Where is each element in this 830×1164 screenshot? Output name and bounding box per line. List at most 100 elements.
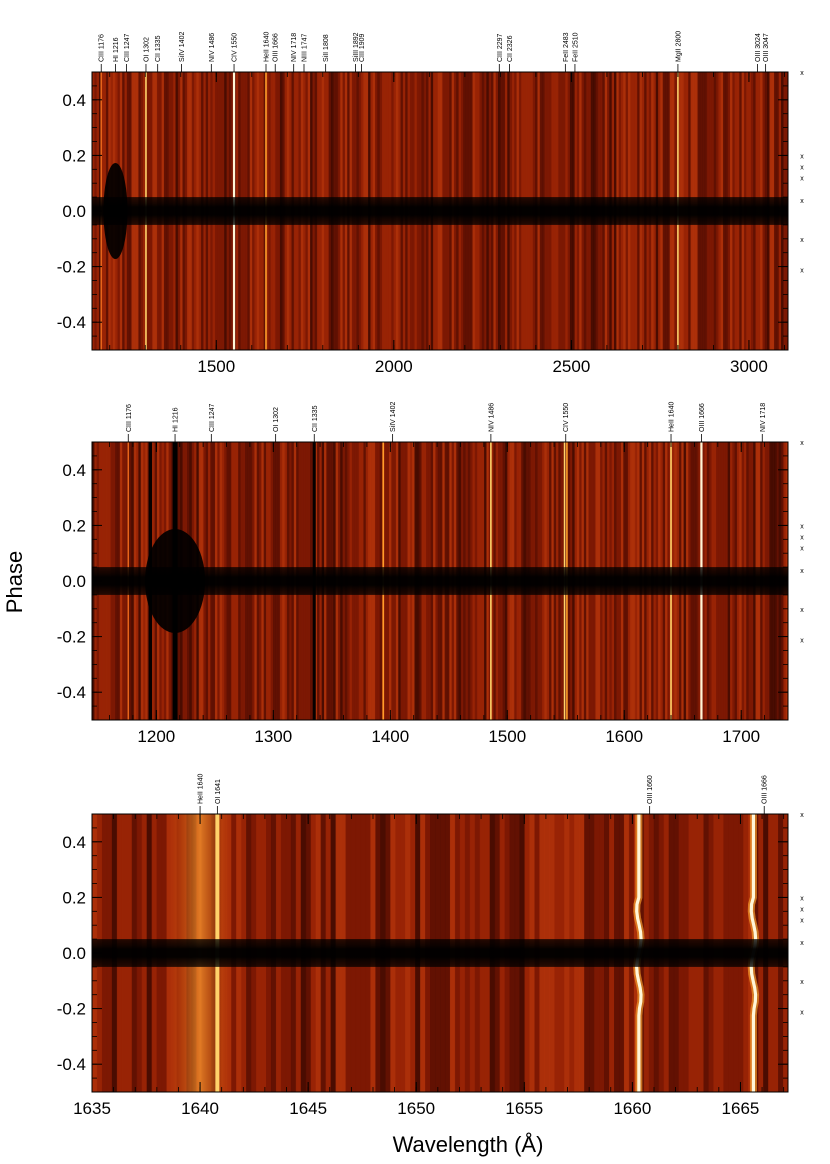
y-tick-label: 0.4: [62, 91, 86, 110]
spectral-line-label: FeII 2510: [572, 32, 579, 62]
spectral-line-label: CIV 1550: [232, 33, 239, 62]
panel-heii-zoom: -0.4 -0.2 0.0 0.2 0.4 1635 1640 1645 1650 1655 166…: [57, 774, 805, 1118]
spectral-line-label: OIII 1666: [762, 775, 769, 804]
spectral-line-label: OIII 1666: [273, 33, 280, 62]
phase-marker: x: [800, 165, 804, 172]
spectral-line-label: OIII 1666: [699, 403, 706, 432]
phase-marker: x: [800, 1009, 804, 1016]
spectral-line-label: NIV 1718: [760, 403, 767, 432]
spectral-line-label: NIV 1486: [488, 403, 495, 432]
phase-marker: x: [800, 237, 804, 244]
x-tick-label: 3000: [730, 357, 768, 376]
spectral-line-label: NIV 1718: [291, 33, 298, 62]
phase-marker: x: [800, 198, 804, 205]
phase-marker: x: [800, 523, 804, 530]
phase-marker: x: [800, 568, 804, 575]
spectral-line-label: CII 2326: [507, 35, 514, 62]
spectral-line-label: CIV 1550: [563, 403, 570, 432]
spectral-line-label: HI 1216: [113, 37, 120, 62]
x-tick-label: 1700: [722, 727, 760, 746]
phase-marker: x: [800, 176, 804, 183]
spectral-line-label: OI 1302: [143, 37, 150, 62]
spectral-line-label: CII 1335: [155, 35, 162, 62]
spectral-line-label: CIII 1247: [209, 403, 216, 432]
x-tick-label: 1500: [488, 727, 526, 746]
spectral-line-label: MgII 2800: [675, 31, 682, 62]
phase-marker: x: [800, 940, 804, 947]
panel-fuv-spectrum: -0.4 -0.2 0.0 0.2 0.4 1200 1300 1400 1500 1600 170…: [57, 402, 805, 746]
phase-marker: x: [800, 153, 804, 160]
spectral-line-label: SiIV 1402: [179, 32, 186, 62]
spectral-line-label: CII 1335: [312, 405, 319, 432]
spectral-line-label: CIII 2297: [497, 33, 504, 62]
phase-marker: x: [800, 607, 804, 614]
panel-full-spectrum: -0.4 -0.2 0.0 0.2 0.4 1500 2000 2500 3000 CIII 11…: [57, 31, 805, 376]
spectral-line-label: FeII 2483: [563, 32, 570, 62]
x-axis-title: Wavelength (Å): [393, 1132, 544, 1157]
heatmap-area: [92, 442, 788, 720]
phase-marker: x: [800, 535, 804, 542]
x-tick-label: 2000: [375, 357, 413, 376]
spectral-line-label: HeII 1640: [264, 32, 271, 62]
y-tick-label: 0.2: [62, 516, 86, 535]
x-tick-label: 1200: [137, 727, 175, 746]
x-tick-label: 1640: [181, 1099, 219, 1118]
y-tick-label: 0.2: [62, 888, 86, 907]
phase-marker: x: [800, 440, 804, 447]
x-tick-label: 1645: [289, 1099, 327, 1118]
spectral-line-label: HeII 1640: [669, 402, 676, 432]
y-tick-label: -0.2: [57, 1000, 86, 1019]
y-tick-label: 0.0: [62, 944, 86, 963]
x-tick-label: 1300: [254, 727, 292, 746]
spectral-line-label: CIII 1176: [99, 34, 106, 62]
spectral-line-label: SiII 1808: [323, 34, 330, 62]
y-tick-label: 0.4: [62, 833, 86, 852]
phase-marker: x: [800, 70, 804, 77]
phase-marker: x: [800, 812, 804, 819]
spectral-line-label: OIII 3047: [763, 33, 770, 62]
y-tick-label: -0.2: [57, 628, 86, 647]
phase-marker: x: [800, 918, 804, 925]
spectral-line-label: OIII 3024: [755, 33, 762, 62]
x-tick-label: 1660: [613, 1099, 651, 1118]
spectral-line-label: HI 1216: [173, 407, 180, 432]
x-tick-label: 1400: [371, 727, 409, 746]
phase-marker: x: [800, 546, 804, 553]
spectral-line-label: NIV 1486: [209, 33, 216, 62]
x-tick-label: 1500: [197, 357, 235, 376]
phase-marker: x: [800, 895, 804, 902]
phase-marker: x: [800, 979, 804, 986]
y-tick-label: -0.4: [57, 1055, 86, 1074]
y-tick-label: -0.4: [57, 313, 86, 332]
phase-marker: x: [800, 907, 804, 914]
y-tick-label: 0.2: [62, 146, 86, 165]
heatmap-area: [92, 814, 788, 1092]
y-tick-label: -0.2: [57, 258, 86, 277]
spectral-line-label: HeII 1640: [198, 774, 205, 804]
y-tick-label: -0.4: [57, 683, 86, 702]
lyman-alpha-blob: [103, 163, 128, 259]
spectral-line-label: SiIII 1892: [353, 32, 360, 62]
spectral-line-label: CIII 1176: [126, 404, 133, 432]
x-tick-label: 1600: [605, 727, 643, 746]
spectral-line-label: OI 1641: [215, 779, 222, 804]
y-tick-label: 0.0: [62, 202, 86, 221]
x-tick-label: 1635: [73, 1099, 111, 1118]
spectral-line-label: CIII 1247: [124, 33, 131, 62]
y-tick-label: 0.0: [62, 572, 86, 591]
y-axis-title: Phase: [2, 551, 27, 613]
spectral-line-label: SiIV 1402: [390, 402, 397, 432]
y-tick-label: 0.4: [62, 461, 86, 480]
spectral-line-label: OI 1302: [273, 407, 280, 432]
x-tick-label: 2500: [552, 357, 590, 376]
phase-marker: x: [800, 267, 804, 274]
phase-marker: x: [800, 637, 804, 644]
heatmap-area: [92, 72, 788, 350]
x-tick-label: 1655: [505, 1099, 543, 1118]
x-tick-label: 1650: [397, 1099, 435, 1118]
spectral-line-label: NIII 1747: [301, 33, 308, 62]
x-tick-label: 1665: [722, 1099, 760, 1118]
spectral-line-label: OIII 1660: [647, 775, 654, 804]
spectral-line-label: CIII 1909: [359, 33, 366, 62]
